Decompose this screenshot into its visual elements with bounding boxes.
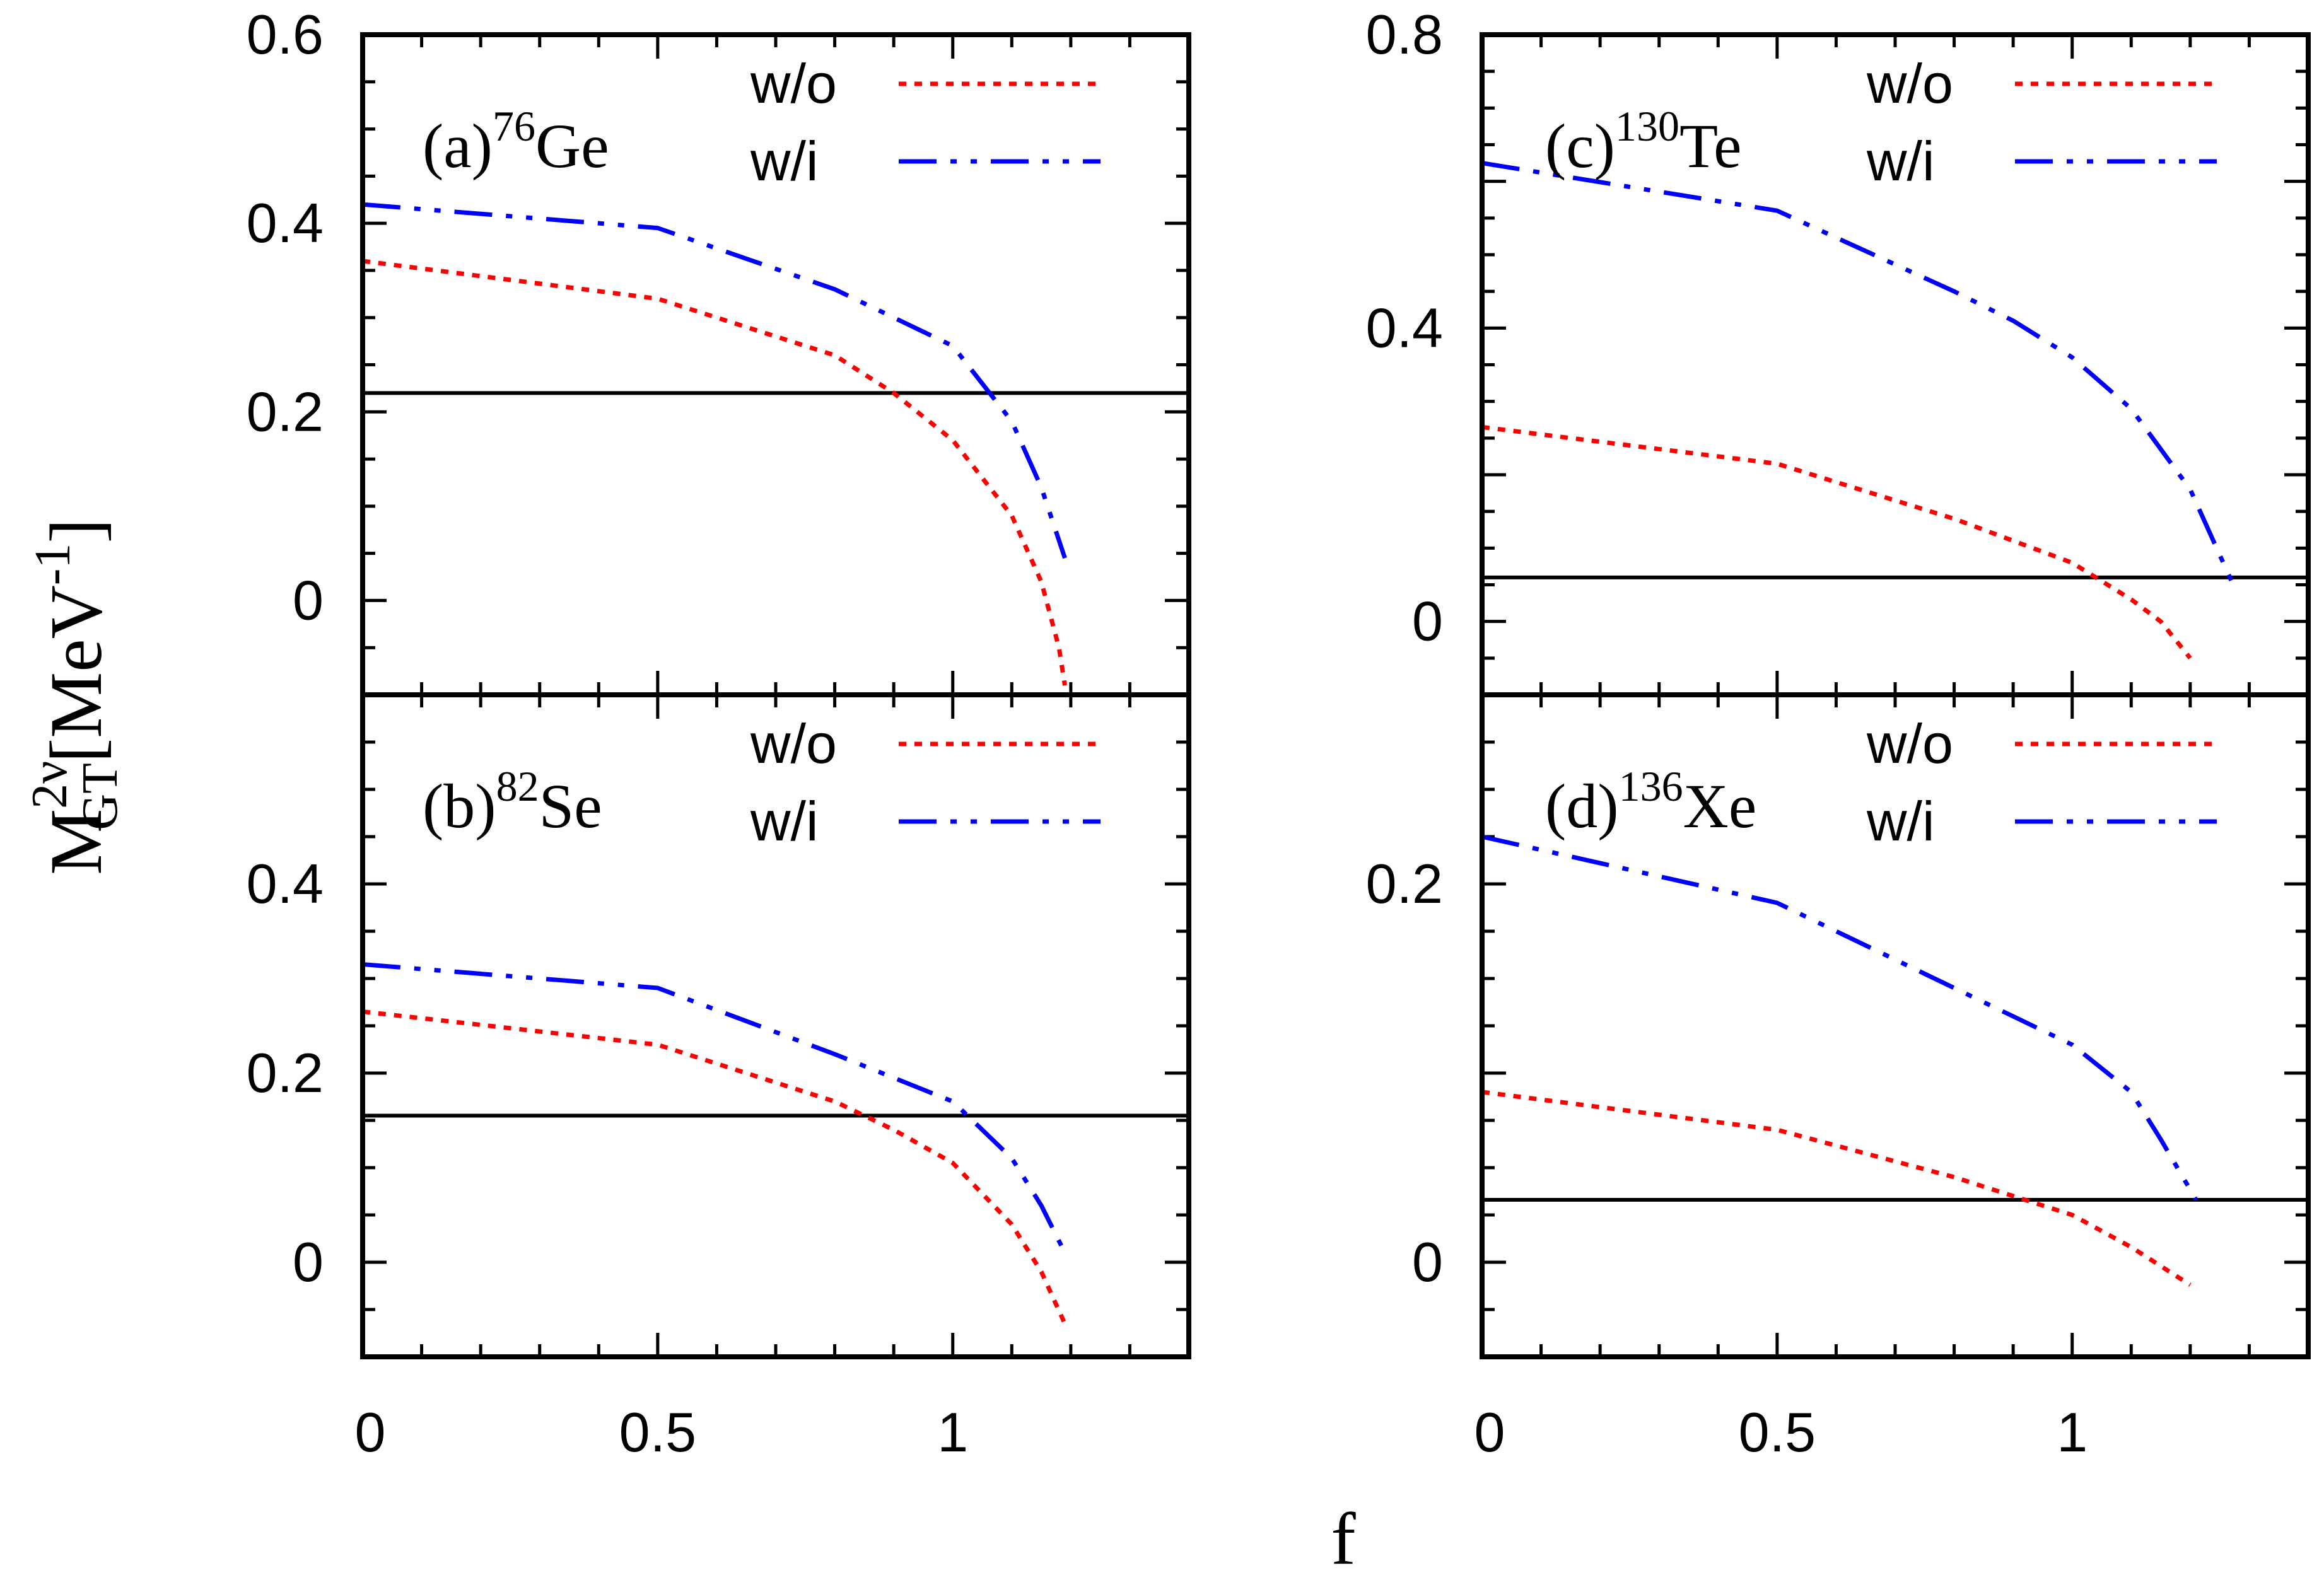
y-tick-label-a: 0.2 — [247, 380, 324, 443]
legend-label-wi-b: w/i — [750, 790, 819, 852]
y-tick-label-d: 0.2 — [1366, 852, 1443, 915]
series-line-wi-b — [363, 962, 1067, 1254]
legend-label-wo-b: w/o — [750, 712, 837, 775]
panel-title-c: (c)130Te — [1545, 102, 1742, 181]
panel-title-b: (b)82Se — [423, 762, 602, 841]
x-tick-label-d: 0 — [1474, 1401, 1505, 1463]
panel-mass-number-d: 136 — [1619, 762, 1683, 810]
legend-label-wi-c: w/i — [1866, 130, 1935, 192]
x-tick-label-b: 1 — [937, 1401, 968, 1463]
x-tick-label-d: 0.5 — [1739, 1401, 1816, 1463]
panel-prefix-d: (d) — [1545, 771, 1619, 841]
svg-text:M2νGT[MeV-1]: M2νGT[MeV-1] — [22, 518, 128, 874]
series-group-d — [1482, 834, 2198, 1287]
panel-mass-number-c: 130 — [1615, 102, 1679, 150]
series-group-a — [363, 202, 1067, 686]
panel-element-c: Te — [1679, 111, 1742, 181]
panel-prefix-a: (a) — [423, 111, 493, 181]
series-line-wi-d — [1482, 834, 2198, 1201]
panel-b: 0 0.2 0.4 0 0.5 1 w/o w/i (b)82Se — [247, 692, 1191, 1463]
series-line-wo-d — [1482, 1089, 2192, 1287]
panel-element-a: Ge — [535, 111, 609, 181]
plot-frame-b — [360, 692, 1191, 1359]
y-tick-label-c: 0.4 — [1366, 296, 1443, 359]
y-tick-label-b: 0.2 — [247, 1042, 324, 1104]
ylabel-unit: [MeV — [35, 585, 117, 763]
y-axis-label: M2νGT[MeV-1] — [22, 518, 128, 874]
y-tick-label-a: 0 — [293, 569, 324, 631]
panel-a: 0 0.2 0.4 0.6 w/o w/i (a)76Ge — [247, 3, 1191, 697]
ylabel-unit-close: ] — [35, 518, 117, 543]
y-tick-label-a: 0.4 — [247, 192, 324, 254]
series-line-wo-b — [363, 1009, 1067, 1325]
panel-mass-number-a: 76 — [493, 102, 535, 150]
plot-frame-d — [1480, 692, 2311, 1359]
legend-label-wi-a: w/i — [750, 130, 819, 192]
legend-label-wo-a: w/o — [750, 52, 837, 115]
panel-prefix-b: (b) — [423, 771, 496, 841]
ylabel-subscript: GT — [73, 763, 128, 830]
panel-prefix-c: (c) — [1545, 111, 1615, 181]
panel-mass-number-b: 82 — [496, 762, 539, 810]
series-group-c — [1482, 161, 2234, 660]
series-line-wi-c — [1482, 161, 2234, 583]
series-line-wo-c — [1482, 424, 2192, 660]
ylabel-unit-superscript: -1 — [25, 543, 81, 586]
ylabel-superscript: 2ν — [22, 761, 78, 809]
ylabel-main: M — [35, 809, 117, 875]
legend-label-wo-c: w/o — [1866, 52, 1953, 115]
series-line-wo-a — [363, 258, 1067, 686]
panel-d: 0 0.2 0 0.5 1 w/o w/i (d)136Xe — [1366, 692, 2311, 1463]
y-tick-label-a: 0.6 — [247, 3, 324, 66]
y-tick-label-b: 0 — [293, 1231, 324, 1293]
panel-title-a: (a)76Ge — [423, 102, 609, 181]
chart-panels: 0 0.2 0.4 0.6 w/o w/i (a)76Ge 0 0.2 0.4 0 0.5 1 w/o w/… — [247, 3, 2311, 1463]
panel-title-d: (d)136Xe — [1545, 762, 1756, 841]
legend-label-wi-d: w/i — [1866, 790, 1935, 852]
x-tick-label-b: 0 — [355, 1401, 386, 1463]
panel-c: 0 0.4 0.8 w/o w/i (c)130Te — [1366, 3, 2311, 697]
x-axis-label: f — [1331, 1497, 1356, 1580]
x-tick-label-b: 0.5 — [619, 1401, 696, 1463]
y-tick-label-b: 0.4 — [247, 852, 324, 915]
series-line-wi-a — [363, 202, 1067, 559]
series-group-b — [363, 962, 1067, 1325]
y-tick-label-d: 0 — [1412, 1231, 1443, 1293]
y-tick-label-c: 0 — [1412, 590, 1443, 653]
legend-label-wo-d: w/o — [1866, 712, 1953, 775]
panel-element-d: Xe — [1683, 771, 1757, 841]
panel-element-b: Se — [539, 771, 602, 841]
x-tick-label-d: 1 — [2057, 1401, 2088, 1463]
y-tick-label-c: 0.8 — [1366, 3, 1443, 66]
